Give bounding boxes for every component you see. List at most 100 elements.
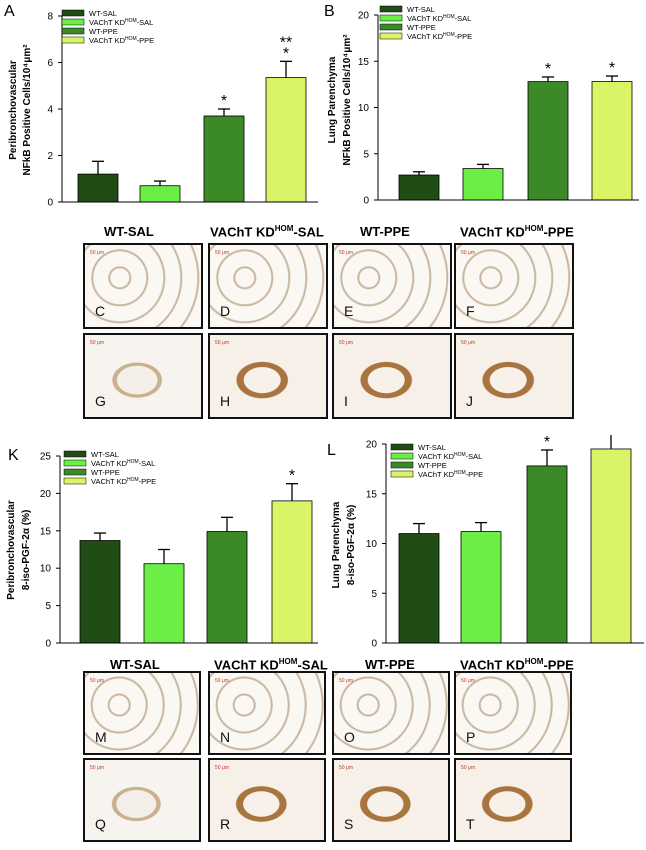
legend-swatch <box>63 477 87 485</box>
y-tick-label: 6 <box>47 58 53 69</box>
y-tick-label: 4 <box>47 105 53 116</box>
col-label-wt-ppe-2: WT-PPE <box>365 657 415 672</box>
y-tick-label: 5 <box>45 601 51 612</box>
legend-swatch <box>61 27 85 35</box>
panel-letter: L <box>327 442 336 459</box>
significance-marker: * <box>283 45 289 62</box>
legend-swatch <box>61 36 85 44</box>
legend-swatch <box>63 459 87 467</box>
legend-swatch <box>61 9 85 17</box>
col-label-wt-ppe: WT-PPE <box>360 224 410 239</box>
legend-label: WT-PPE <box>418 461 447 470</box>
micrograph-letter: I <box>344 393 348 409</box>
scale-bar-label: 50 μm <box>461 678 475 684</box>
y-tick-label: 5 <box>371 589 377 600</box>
micrograph-o: 50 μm O <box>332 671 450 755</box>
significance-marker: * <box>221 93 227 110</box>
scale-bar-label: 50 μm <box>461 765 475 771</box>
scale-bar-label: 50 μm <box>90 340 104 346</box>
micrograph-letter: J <box>466 393 473 409</box>
legend-swatch <box>379 14 403 22</box>
y-tick-label: 5 <box>363 149 369 160</box>
y-tick-label: 20 <box>366 440 378 451</box>
scale-bar-label: 50 μm <box>215 250 229 256</box>
bar <box>398 174 440 201</box>
y-tick-label: 0 <box>371 639 377 650</box>
legend-swatch <box>63 468 87 476</box>
bar <box>462 168 504 201</box>
legend-label: VAChT KDHOM-SAL <box>89 18 153 27</box>
panel-letter: A <box>4 3 15 20</box>
micrograph-p: 50 μm P <box>454 671 572 755</box>
col-label-vacht-sal-2: VAChT KDHOM-SAL <box>214 657 328 673</box>
micrograph-r: 50 μm R <box>208 758 326 842</box>
y-axis-label: Lung Parenchyma <box>327 56 338 143</box>
legend-label: WT-SAL <box>91 450 119 459</box>
significance-marker: * <box>544 435 550 451</box>
scale-bar-label: 50 μm <box>339 678 353 684</box>
y-axis-label: 8-iso-PGF-2α (%) <box>21 510 32 591</box>
legend-swatch <box>390 443 414 451</box>
bar <box>527 81 569 201</box>
legend-swatch <box>390 470 414 478</box>
legend-swatch <box>379 23 403 31</box>
legend-label: WT-PPE <box>89 27 118 36</box>
y-tick-label: 25 <box>40 452 52 463</box>
y-axis-label: Lung Parenchyma <box>331 501 342 588</box>
micrograph-letter: C <box>95 303 106 319</box>
legend-swatch <box>379 5 403 13</box>
micrograph-letter: Q <box>95 816 106 832</box>
panel-letter: K <box>8 447 19 464</box>
micrograph-t: 50 μm T <box>454 758 572 842</box>
legend-label: VAChT KDHOM-PPE <box>91 477 156 486</box>
scale-bar-label: 50 μm <box>339 765 353 771</box>
micrograph-letter: M <box>95 729 107 745</box>
bar <box>203 115 245 203</box>
micrograph-h: 50 μm H <box>208 333 328 419</box>
micrograph-letter: F <box>466 303 475 319</box>
scale-bar-label: 50 μm <box>90 678 104 684</box>
y-tick-label: 20 <box>358 11 370 22</box>
bar <box>139 185 181 203</box>
legend-label: VAChT KDHOM-PPE <box>418 470 483 479</box>
micrograph-letter: H <box>220 393 231 409</box>
bar <box>265 77 307 203</box>
legend-label: VAChT KDHOM-PPE <box>89 36 154 45</box>
micrograph-c: 50 μm C <box>83 243 203 329</box>
legend-swatch <box>61 18 85 26</box>
legend-label: VAChT KDHOM-SAL <box>407 14 471 23</box>
legend-swatch <box>390 452 414 460</box>
scale-bar-label: 50 μm <box>461 250 475 256</box>
y-tick-label: 15 <box>40 526 52 537</box>
micrograph-letter: G <box>95 393 106 409</box>
y-tick-label: 0 <box>45 639 51 650</box>
micrograph-letter: O <box>344 729 355 745</box>
micrograph-i: 50 μm I <box>332 333 452 419</box>
y-axis-label: 8-iso-PGF-2α (%) <box>346 505 357 586</box>
y-tick-label: 2 <box>47 151 53 162</box>
significance-marker: * <box>609 60 615 77</box>
bar <box>590 448 632 644</box>
y-tick-label: 8 <box>47 12 53 23</box>
bar <box>77 173 119 203</box>
scale-bar-label: 50 μm <box>215 765 229 771</box>
bar <box>206 531 248 644</box>
legend-label: WT-SAL <box>418 443 446 452</box>
legend-swatch <box>63 450 87 458</box>
micrograph-e: 50 μm E <box>332 243 452 329</box>
micrograph-letter: T <box>466 816 475 832</box>
micrograph-letter: D <box>220 303 231 319</box>
scale-bar-label: 50 μm <box>461 340 475 346</box>
col-label-wt-sal: WT-SAL <box>104 224 154 239</box>
micrograph-letter: R <box>220 816 231 832</box>
legend-label: VAChT KDHOM-SAL <box>91 459 155 468</box>
col-label-vacht-sal: VAChT KDHOM-SAL <box>210 224 324 240</box>
micrograph-letter: E <box>344 303 354 319</box>
y-tick-label: 15 <box>366 489 378 500</box>
